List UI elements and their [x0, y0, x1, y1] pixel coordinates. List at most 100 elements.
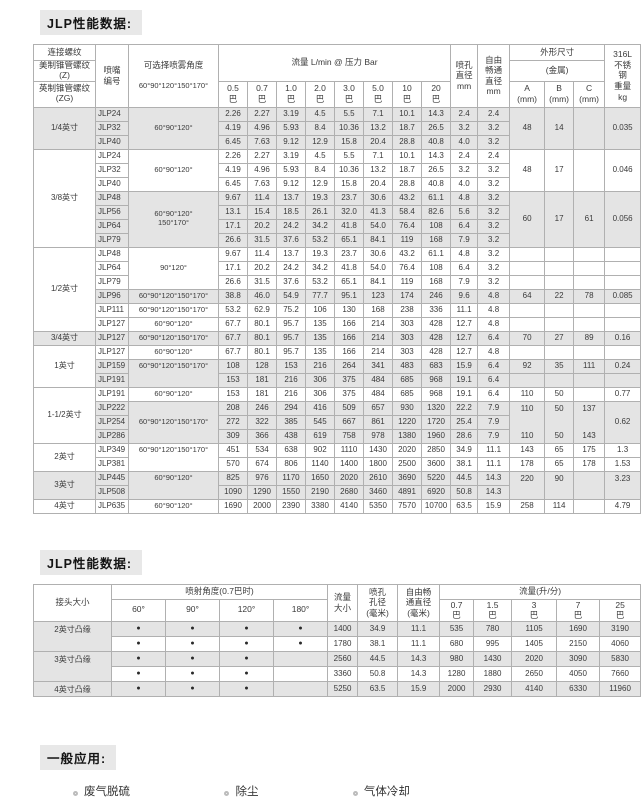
flow-value-cell: 861	[363, 414, 393, 430]
flow-value-cell: 95.7	[276, 330, 306, 346]
orifice-diameter-cell: 50.8	[357, 665, 399, 682]
dim-a-cell: 110	[509, 428, 546, 444]
dim-c-cell: 111	[573, 358, 606, 374]
flow-value-cell: 306	[305, 386, 335, 402]
flow-value-cell: 23.7	[334, 190, 364, 206]
weight-cell: 3.23	[604, 470, 642, 500]
flow-value-cell: 484	[363, 372, 393, 388]
flow-value-cell: 54.0	[363, 218, 393, 234]
flow-value-cell: 153	[218, 386, 248, 402]
flow-value-cell: 54.9	[276, 288, 306, 304]
flow-value-cell: 1690	[218, 498, 248, 514]
flow-value-cell: 108	[420, 260, 452, 276]
free-passage-cell: 15.9	[397, 680, 441, 697]
dim-a-cell: 110	[509, 400, 546, 416]
orifice-diameter-cell: 6.4	[450, 218, 479, 234]
flow-value-cell: 674	[247, 456, 277, 472]
flow-value-cell: 1650	[305, 470, 335, 486]
flow-value-cell: 2020	[392, 442, 422, 458]
flow-value-cell: 4050	[556, 665, 601, 682]
flow-value-cell: 61.1	[420, 246, 452, 262]
free-passage-cell: 3.2	[477, 274, 511, 290]
nozzle-model-cell: JLP381	[95, 456, 129, 472]
nozzle-model-cell: JLP191	[95, 386, 129, 402]
flow-value-cell: 214	[363, 344, 393, 360]
spray-angle-cell: 60°90°120°	[128, 148, 219, 192]
angle-available-dot: ●	[165, 680, 220, 697]
dim-a-cell: 110	[509, 386, 546, 402]
free-passage-cell: 2.4	[477, 106, 511, 122]
flow-value-cell: 451	[218, 442, 248, 458]
dim-c-cell	[573, 246, 606, 262]
flow-value-cell: 2.26	[218, 106, 248, 122]
flow-value-cell: 181	[247, 372, 277, 388]
free-passage-cell: 7.9	[477, 428, 511, 444]
dim-c-cell	[573, 316, 606, 332]
flow-value-cell: 968	[420, 372, 452, 388]
nozzle-model-cell: JLP191	[95, 372, 129, 388]
flow-value-cell: 1880	[473, 665, 513, 682]
flow-value-cell: 77.7	[305, 288, 335, 304]
orifice-diameter-header-cell: 喷孔 直径 mm	[450, 44, 479, 108]
dim-b-cell	[544, 274, 575, 290]
spray-angle-cell: 60°90°120°150°170°	[128, 190, 219, 248]
flow-value-cell: 3460	[363, 484, 393, 500]
flow-value-cell: 3190	[599, 620, 642, 637]
dim-a-header-cell: A (mm)	[509, 80, 546, 108]
flow-value-cell: 902	[305, 442, 335, 458]
spec-row-JLP48: 1/2英寸 JLP48 90°120° 9.67 11.4 13.7 19.3 23.7 30.…	[33, 246, 642, 332]
orifice-diameter-cell: 4.8	[450, 246, 479, 262]
t2-body: 2英寸凸缘 ● ● ● ● 1400 34.9 11.1 535 780 1105 1690 3190 ●…	[33, 620, 642, 697]
orifice-diameter-cell: 12.7	[450, 316, 479, 332]
angle-available-dot: ●	[165, 635, 220, 652]
weight-cell: 0.046	[604, 148, 642, 192]
free-passage-cell: 7.9	[477, 414, 511, 430]
flow-value-cell: 570	[218, 456, 248, 472]
flow-value-cell: 1140	[305, 456, 335, 472]
t2-header-row-1: 接头大小 喷射角度(0.7巴时) 流量 大小 喷孔 孔径 (毫米) 自由畅 通直径 (毫米…	[33, 583, 642, 622]
free-passage-cell: 14.3	[397, 650, 441, 667]
dim-b-cell: 50	[544, 428, 575, 444]
flow-value-cell: 806	[276, 456, 306, 472]
nozzle-model-cell: JLP127	[95, 330, 129, 346]
nozzle-model-cell: JLP32	[95, 120, 129, 136]
flow-value-cell: 216	[305, 358, 335, 374]
orifice-diameter-cell: 9.6	[450, 288, 479, 304]
dim-b-cell: 114	[544, 498, 575, 514]
dim-a-cell	[509, 414, 546, 430]
weight-cell	[604, 246, 642, 262]
weight-cell	[604, 316, 642, 332]
spec-row-JLP127: JLP127 60°90°120° 67.7 80.1 95.7 135 166 214 303…	[34, 316, 642, 332]
flow-value-cell: 4060	[599, 635, 642, 652]
flow-value-cell: 5830	[599, 650, 642, 667]
dim-a-cell: 178	[509, 456, 546, 472]
free-passage-header-cell: 自由 畅通 直径 mm	[477, 44, 511, 108]
flow-value-cell: 174	[392, 288, 422, 304]
flow-value-cell: 80.1	[247, 330, 277, 346]
spray-angle-cell: 60°90°120°150°170°	[128, 302, 219, 318]
dim-c-cell: 175	[573, 442, 606, 458]
flow-value-cell: 7.63	[247, 134, 277, 150]
flow-value-cell: 153	[218, 372, 248, 388]
flow-value-cell: 14.3	[420, 148, 452, 164]
flow-value-cell: 780	[473, 620, 513, 637]
flange-size-cell: 4英寸凸缘	[33, 680, 112, 697]
flow-value-cell: 8.4	[305, 162, 335, 178]
flow-value-cell: 26.5	[420, 162, 452, 178]
dim-b-cell: 17	[544, 148, 575, 192]
orifice-diameter-cell: 44.5	[357, 650, 399, 667]
flow-value-cell: 2020	[334, 470, 364, 486]
orifice-diameter-cell: 4.8	[450, 190, 479, 206]
flow-value-cell: 24.2	[276, 260, 306, 276]
flow-value-cell: 40.8	[420, 176, 452, 192]
flow-value-cell: 214	[363, 316, 393, 332]
flow-value-cell: 17.1	[218, 218, 248, 234]
flow-value-cell: 2850	[420, 442, 452, 458]
flow-value-cell: 13.1	[218, 204, 248, 220]
pressure-header-cell: 0.7 巴	[439, 598, 475, 622]
flow-value-cell: 2680	[334, 484, 364, 500]
nozzle-model-cell: JLP56	[95, 204, 129, 220]
dim-b-cell	[544, 246, 575, 262]
flow-value-cell: 246	[247, 400, 277, 416]
